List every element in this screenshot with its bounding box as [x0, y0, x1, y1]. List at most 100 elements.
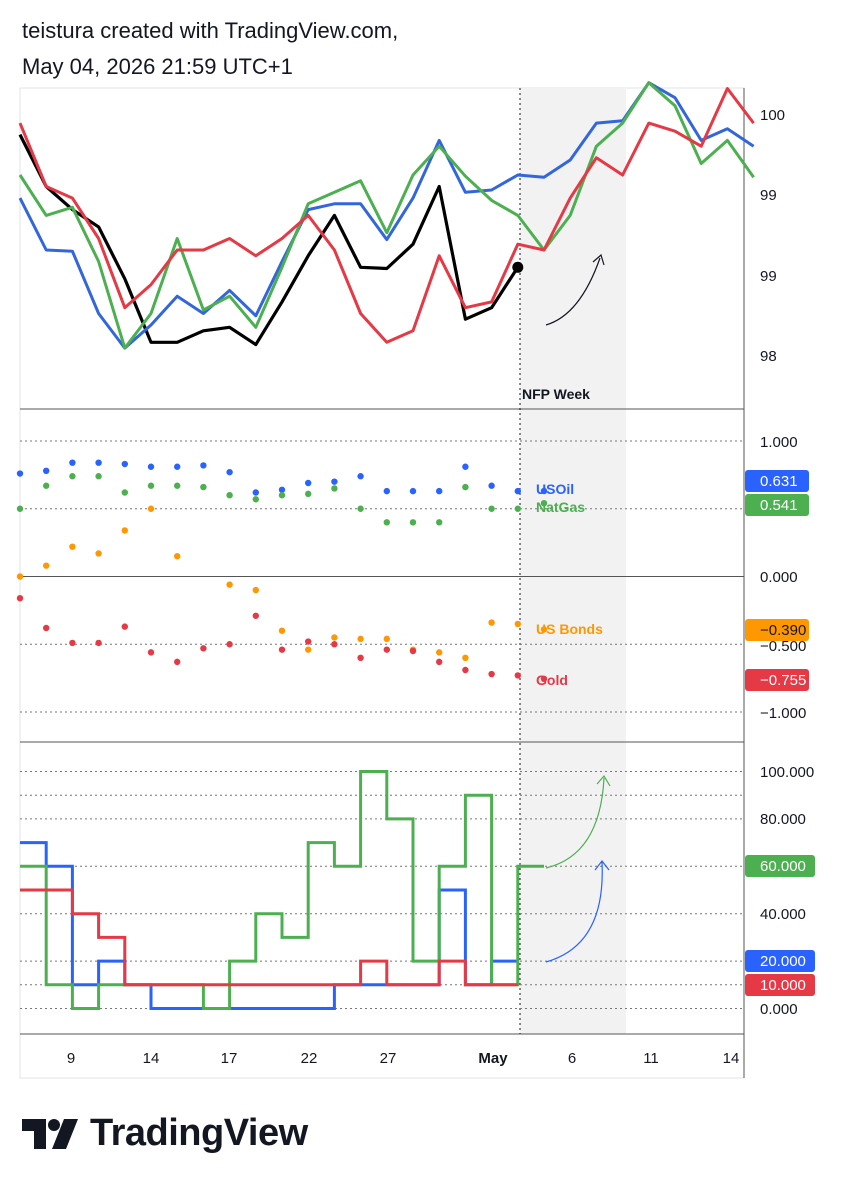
corr-point-natgas	[16, 505, 24, 512]
corr-value-badge-text: −0.755	[760, 672, 806, 689]
price-tick-label: 99	[760, 268, 777, 285]
corr-value-badge	[745, 494, 809, 516]
corr-point-gold	[147, 649, 155, 656]
cot-tick-label: 100.000	[760, 764, 814, 781]
corr-point-usoil	[69, 459, 76, 466]
corr-point-gold	[121, 623, 128, 630]
x-axis-tick-label: 9	[67, 1050, 75, 1067]
black-up-arrow-head	[592, 253, 605, 266]
corr-point-us-bonds	[16, 573, 24, 580]
corr-point-us-bonds	[514, 620, 521, 628]
corr-series-name-label: NatGas	[536, 499, 585, 515]
corr-series-name-label: USOil	[536, 481, 574, 497]
axis-layer: 100 99 99 98 1.000 0.000 −0.500 −1.000 0.631 0.54…	[67, 107, 815, 1067]
corr-point-us-bonds	[278, 627, 286, 634]
corr-tick-label: −0.500	[760, 638, 806, 655]
corr-value-badge	[745, 619, 809, 641]
corr-point-usoil	[226, 468, 233, 476]
corr-point-usoil	[95, 459, 102, 466]
corr-tick-label: −1.000	[760, 705, 806, 722]
cot-tick-label: 0.000	[760, 1001, 798, 1018]
corr-point-gold	[462, 666, 469, 674]
corr-point-natgas	[226, 492, 233, 499]
corr-point-natgas	[200, 483, 207, 491]
corr-point-usoil	[331, 478, 338, 485]
corr-point-natgas	[488, 505, 495, 512]
corr-point-natgas	[174, 482, 181, 489]
price-tick-label: 100	[760, 107, 785, 124]
cot-tick-label: 40.000	[760, 906, 806, 923]
corr-series-name-label: US Bonds	[536, 621, 603, 637]
corr-point-natgas	[540, 499, 548, 507]
corr-point-gold	[69, 639, 76, 647]
corr-point-usoil	[174, 463, 181, 470]
corr-point-natgas	[409, 519, 417, 526]
corr-point-gold	[488, 670, 495, 678]
cot-value-badge	[745, 950, 815, 972]
x-axis-tick-label: May	[478, 1050, 508, 1067]
footer-brand: TradingView	[22, 1112, 308, 1155]
corr-point-us-bonds	[121, 527, 128, 534]
price-series-line-1	[18, 133, 520, 347]
corr-point-gold	[409, 647, 417, 655]
corr-value-badge-text: −0.390	[760, 622, 806, 639]
x-axis-tick-label: 27	[380, 1050, 397, 1067]
corr-point-natgas	[305, 490, 312, 498]
corr-point-usoil	[305, 479, 312, 487]
corr-value-badge	[745, 669, 809, 691]
corr-point-gold	[331, 641, 338, 648]
corr-point-us-bonds	[305, 646, 312, 653]
corr-value-badge-text: 0.541	[760, 497, 798, 514]
corr-point-usoil	[147, 463, 155, 470]
corr-point-us-bonds	[436, 649, 443, 656]
corr-point-usoil	[278, 486, 286, 493]
corr-point-natgas	[121, 489, 128, 496]
green-up-arrow	[545, 777, 605, 869]
cot-step-series-1	[20, 841, 518, 1010]
corr-point-gold	[252, 612, 259, 619]
corr-point-usoil	[488, 482, 495, 489]
price-tick-label: 98	[760, 348, 777, 365]
price-series-line-4	[18, 87, 755, 344]
corr-series-name-label: Gold	[536, 672, 568, 688]
price-panel: NFP Week	[18, 81, 755, 402]
cot-step-series-3	[20, 888, 518, 987]
corr-point-us-bonds	[252, 586, 259, 594]
corr-point-natgas	[383, 519, 390, 526]
corr-tick-label: 0.000	[760, 569, 798, 586]
corr-point-gold	[305, 638, 312, 645]
corr-value-badge	[745, 470, 809, 492]
corr-point-us-bonds	[69, 543, 76, 550]
price-last-point-dot	[512, 261, 524, 273]
chart-header-title: teistura created with TradingView.com,	[22, 18, 399, 43]
corr-point-natgas	[147, 482, 155, 489]
corr-point-us-bonds	[226, 581, 233, 588]
nfp-week-shade	[520, 88, 626, 1034]
corr-point-usoil	[16, 470, 24, 477]
x-axis-tick-label: 14	[143, 1050, 160, 1067]
price-tick-label: 99	[760, 187, 777, 204]
corr-point-gold	[357, 654, 364, 661]
corr-point-usoil	[436, 487, 443, 495]
corr-point-natgas	[252, 496, 259, 503]
corr-point-usoil	[514, 487, 521, 495]
chart-header-date: May 04, 2026 21:59 UTC+1	[22, 54, 293, 79]
x-axis-tick-label: 14	[723, 1050, 740, 1067]
corr-point-natgas	[95, 473, 102, 480]
corr-point-natgas	[357, 505, 364, 512]
corr-point-natgas	[69, 473, 76, 480]
corr-point-gold	[226, 641, 233, 648]
cot-panel	[20, 770, 544, 1010]
corr-point-us-bonds	[331, 634, 338, 641]
corr-point-us-bonds	[462, 654, 469, 661]
corr-point-usoil	[409, 487, 417, 495]
corr-point-gold	[540, 675, 548, 683]
cot-tick-label: 80.000	[760, 811, 806, 828]
x-axis-tick-label: 11	[643, 1050, 659, 1067]
x-axis-tick-label: 22	[301, 1050, 318, 1067]
corr-point-usoil	[383, 487, 390, 495]
cot-value-badge-text: 60.000	[760, 858, 806, 875]
cot-value-badge-text: 10.000	[760, 977, 806, 994]
blue-up-arrow	[545, 861, 603, 963]
